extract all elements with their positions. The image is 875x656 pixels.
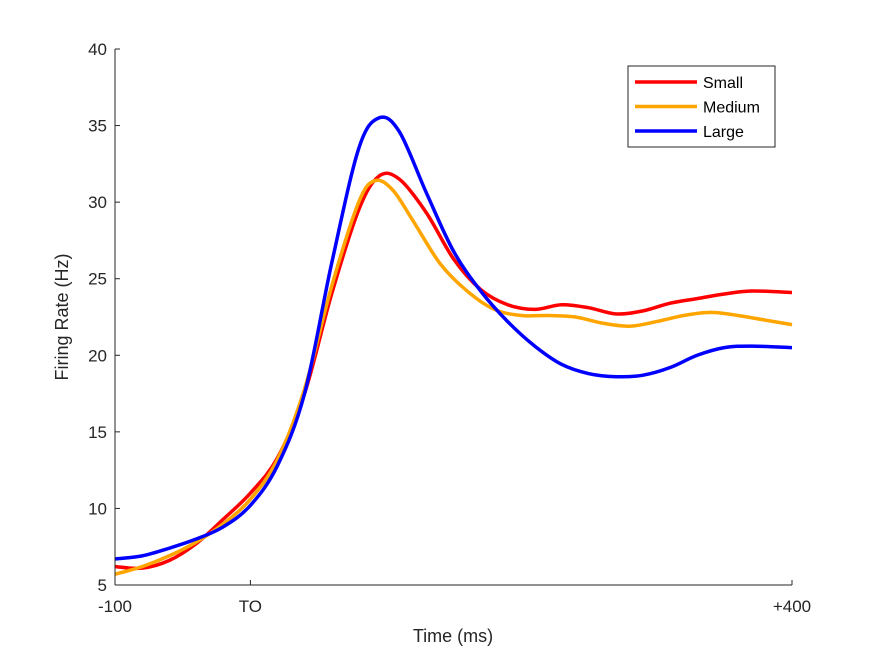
legend: Small Medium Large	[627, 65, 776, 148]
axes: -100 TO +400 5 10 15 20 25 30 35 40 Time (ms) Fir…	[52, 40, 811, 646]
y-tick-label: 10	[88, 499, 107, 518]
series-line-small	[114, 171, 793, 571]
plot-lines	[114, 115, 793, 576]
y-axis-title: Firing Rate (Hz)	[52, 253, 72, 380]
legend-items: Small Medium Large	[635, 75, 760, 141]
y-tick-label: 25	[88, 270, 107, 289]
series-line-medium	[114, 178, 793, 576]
x-tick-label: +400	[773, 597, 811, 616]
x-tick-label: TO	[239, 597, 262, 616]
x-axis-title: Time (ms)	[413, 626, 493, 646]
y-tick-label: 15	[88, 423, 107, 442]
y-tick-label: 35	[88, 117, 107, 136]
y-tick-label: 20	[88, 346, 107, 365]
x-ticks: -100 TO +400	[98, 580, 811, 616]
legend-label-medium: Medium	[703, 100, 760, 117]
y-tick-label: 5	[98, 576, 107, 595]
y-tick-label: 30	[88, 193, 107, 212]
legend-label-small: Small	[703, 75, 743, 92]
x-tick-label: -100	[98, 597, 132, 616]
y-ticks: 5 10 15 20 25 30 35 40	[88, 40, 120, 595]
y-tick-label: 40	[88, 40, 107, 59]
legend-label-large: Large	[703, 124, 744, 141]
series-line-large	[114, 115, 793, 561]
